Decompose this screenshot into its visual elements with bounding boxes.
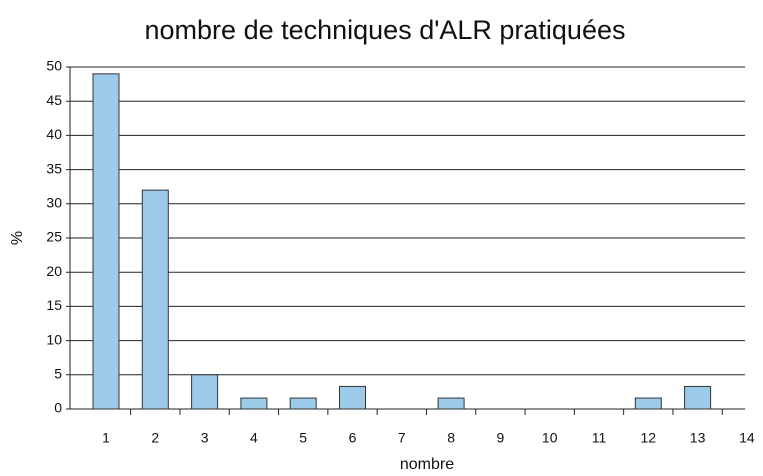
bar — [191, 374, 219, 410]
y-tick-label: 45 — [46, 92, 62, 108]
x-tick-label: 11 — [592, 430, 607, 446]
x-tick-label: 1 — [102, 430, 110, 446]
y-tick-label: 40 — [46, 126, 62, 142]
x-tick-label: 7 — [398, 430, 406, 446]
y-tick-label: 50 — [46, 58, 62, 74]
y-axis-label: % — [9, 231, 26, 245]
x-tick-label: 8 — [447, 430, 455, 446]
bar — [437, 397, 465, 410]
y-tick-label: 20 — [46, 263, 62, 279]
y-tick-label: 25 — [46, 229, 62, 245]
y-tick-label: 10 — [46, 331, 62, 347]
x-tick-label: 4 — [250, 430, 258, 446]
x-tick-label: 9 — [497, 430, 505, 446]
bar — [289, 397, 317, 410]
bar — [634, 397, 662, 410]
bar — [339, 385, 366, 410]
y-tick-label: 30 — [46, 195, 62, 211]
y-tick-label: 35 — [46, 160, 62, 176]
x-tick-label: 6 — [349, 430, 357, 446]
bar — [240, 397, 268, 410]
x-tick-label: 5 — [299, 430, 307, 446]
x-axis-label: nombre — [400, 456, 454, 473]
chart-title: nombre de techniques d'ALR pratiquées — [145, 15, 626, 45]
bar — [92, 73, 120, 410]
x-tick-label: 13 — [690, 430, 706, 446]
x-tick-label: 14 — [739, 430, 755, 446]
y-tick-label: 5 — [54, 366, 62, 382]
x-tick-label: 10 — [542, 430, 558, 446]
bar — [684, 385, 712, 410]
x-tick-label: 12 — [641, 430, 657, 446]
y-tick-label: 15 — [46, 297, 62, 313]
y-tick-label: 0 — [54, 400, 62, 416]
x-tick-label: 2 — [151, 430, 159, 446]
x-tick-label: 3 — [201, 430, 209, 446]
bar — [141, 189, 169, 410]
